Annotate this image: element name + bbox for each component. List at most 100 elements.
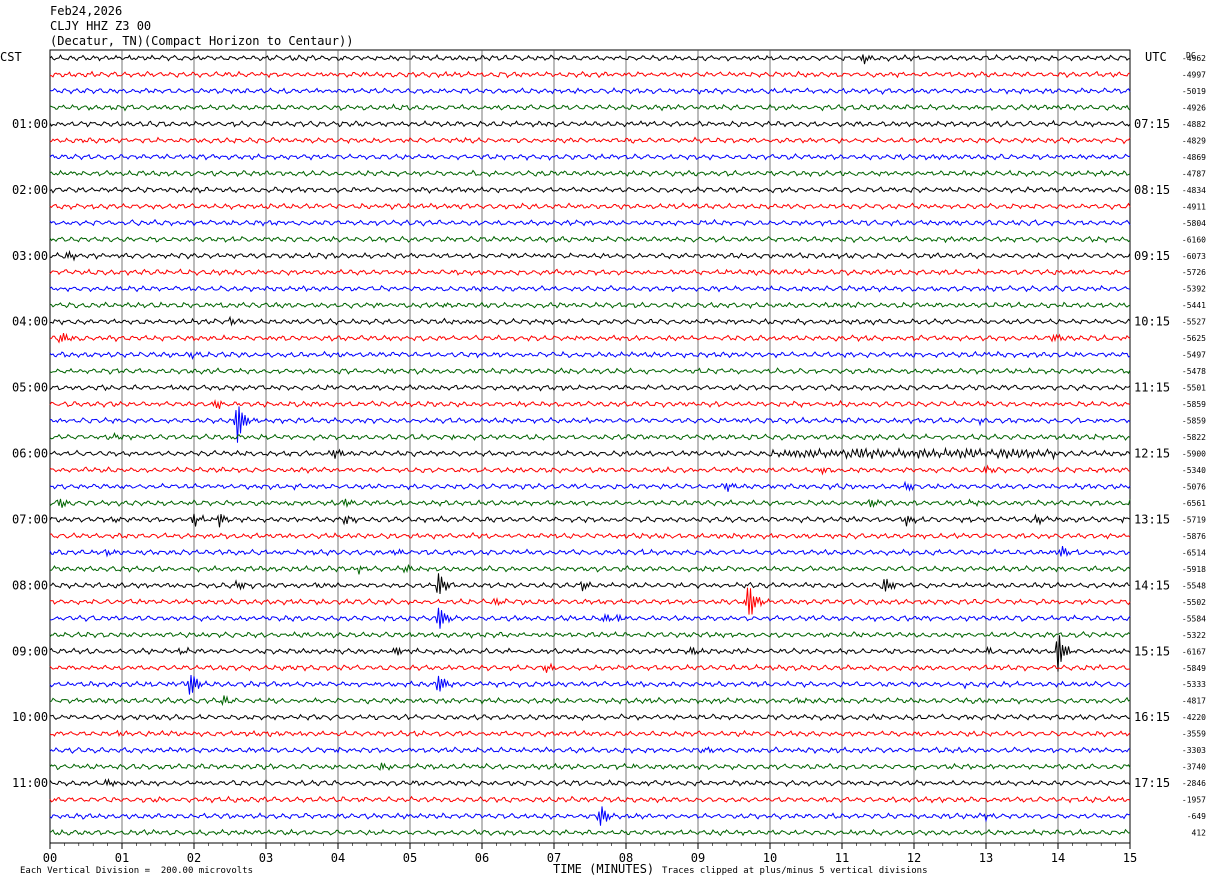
dc-offset-label: -5548 (1182, 581, 1206, 590)
dc-offset-label: -4869 (1182, 153, 1206, 162)
right-time-label: 12:15 (1134, 447, 1170, 461)
dc-offset-label: -4911 (1182, 202, 1206, 211)
dc-offset-label: 412 (1192, 829, 1207, 838)
trace-line (49, 762, 1131, 771)
dc-offset-label: -6167 (1182, 647, 1206, 656)
trace-line (49, 332, 1131, 344)
x-tick-label-01: 01 (115, 851, 129, 865)
trace-line (49, 695, 1131, 707)
trace-line (49, 249, 1131, 262)
trace-line (49, 573, 1131, 595)
dc-offset-label: -5019 (1182, 87, 1206, 96)
x-tick-label-11: 11 (835, 851, 849, 865)
right-time-label: 16:15 (1134, 710, 1170, 724)
dc-offset-label: -3559 (1182, 730, 1206, 739)
dc-offset-label: -4997 (1182, 70, 1206, 79)
trace-line (49, 546, 1131, 558)
dc-offset-label: -5076 (1182, 482, 1206, 491)
left-time-label: 08:00 (12, 578, 48, 592)
footer-scale: Each Vertical Division = 200.00 microvol… (20, 866, 253, 876)
right-time-label: 14:15 (1134, 578, 1170, 592)
dc-offset-label: -5340 (1182, 466, 1206, 475)
trace-line (49, 480, 1131, 492)
dc-offset-label: -5804 (1182, 219, 1206, 228)
dc-offset-label: -5441 (1182, 301, 1206, 310)
left-time-label: 04:00 (12, 315, 48, 329)
dc-offset-label: -2846 (1182, 779, 1206, 788)
footer-clip-note: Traces clipped at plus/minus 5 vertical … (662, 866, 928, 876)
dc-offset-label: -4829 (1182, 136, 1206, 145)
trace-line (49, 806, 1131, 826)
trace-line (49, 185, 1130, 194)
left-time-label: 06:00 (12, 447, 48, 461)
trace-line (49, 630, 1131, 639)
dc-offset-label: -4882 (1182, 120, 1206, 129)
trace-line (49, 284, 1131, 293)
x-tick-label-13: 13 (979, 851, 993, 865)
x-tick-label-07: 07 (547, 851, 561, 865)
dc-offset-label: -5822 (1182, 433, 1206, 442)
dc-offset-label: -5876 (1182, 532, 1206, 541)
trace-line (49, 675, 1131, 695)
x-tick-label-00: 00 (43, 851, 57, 865)
plot-frame (49, 49, 1131, 844)
x-axis-title: TIME (MINUTES) (553, 862, 655, 876)
dc-offset-label: -5527 (1182, 318, 1206, 327)
trace-line (49, 169, 1131, 178)
dc-offset-label: -4926 (1182, 103, 1206, 112)
trace-line (49, 103, 1131, 112)
dc-offset-label: -5859 (1182, 400, 1206, 409)
trace-line (49, 635, 1131, 672)
left-time-label: 03:00 (12, 249, 48, 263)
x-tick-label-08: 08 (619, 851, 633, 865)
trace-line (49, 446, 1131, 461)
trace-line (49, 315, 1131, 327)
left-time-label: 11:00 (12, 776, 48, 790)
dc-offset-label: -5625 (1182, 334, 1206, 343)
dc-column-label: DC (1186, 51, 1196, 60)
dc-offset-label: -6073 (1182, 252, 1206, 261)
trace-line (49, 153, 1131, 161)
x-tick-label-10: 10 (763, 851, 777, 865)
x-tick-label-03: 03 (259, 851, 273, 865)
dc-offset-label: -649 (1187, 812, 1206, 821)
x-tick-label-05: 05 (403, 851, 417, 865)
x-tick-label-14: 14 (1051, 851, 1065, 865)
trace-line (49, 268, 1131, 277)
trace-line (49, 828, 1131, 837)
trace-line (49, 564, 1131, 575)
right-axis-label-utc: UTC (1145, 50, 1167, 64)
dc-offset-label: -5478 (1182, 367, 1206, 376)
trace-line (49, 136, 1131, 145)
trace-line (49, 531, 1131, 540)
trace-line (49, 202, 1131, 211)
trace-line (49, 662, 1131, 673)
dc-offset-label: -3303 (1182, 746, 1206, 755)
dc-offset-label: -5859 (1182, 417, 1206, 426)
dc-offset-label: -4962 (1182, 54, 1206, 63)
trace-line (49, 398, 1131, 409)
dc-offset-label: -1957 (1182, 796, 1206, 805)
trace-line (49, 383, 1131, 392)
dc-offset-label: -5719 (1182, 515, 1206, 524)
trace-line (49, 746, 1131, 754)
dc-offset-label: -6514 (1182, 548, 1206, 557)
dc-offset-label: -5497 (1182, 351, 1206, 360)
x-tick-label-12: 12 (907, 851, 921, 865)
dc-offset-label: -5900 (1182, 450, 1206, 459)
left-time-label: 05:00 (12, 381, 48, 395)
trace-line (49, 367, 1131, 375)
left-time-label: 02:00 (12, 183, 48, 197)
dc-offset-label: -5584 (1182, 614, 1206, 623)
trace-line (49, 119, 1131, 128)
left-time-label: 01:00 (12, 117, 48, 131)
trace-line (49, 795, 1131, 804)
right-time-label: 07:15 (1134, 117, 1170, 131)
x-tick-label-15: 15 (1123, 851, 1137, 865)
right-time-label: 09:15 (1134, 249, 1170, 263)
trace-line (49, 513, 1131, 528)
trace-line (49, 350, 1131, 360)
header-location: (Decatur, TN)(Compact Horizon to Centaur… (50, 34, 354, 48)
trace-line (49, 432, 1131, 442)
left-time-label: 07:00 (12, 512, 48, 526)
